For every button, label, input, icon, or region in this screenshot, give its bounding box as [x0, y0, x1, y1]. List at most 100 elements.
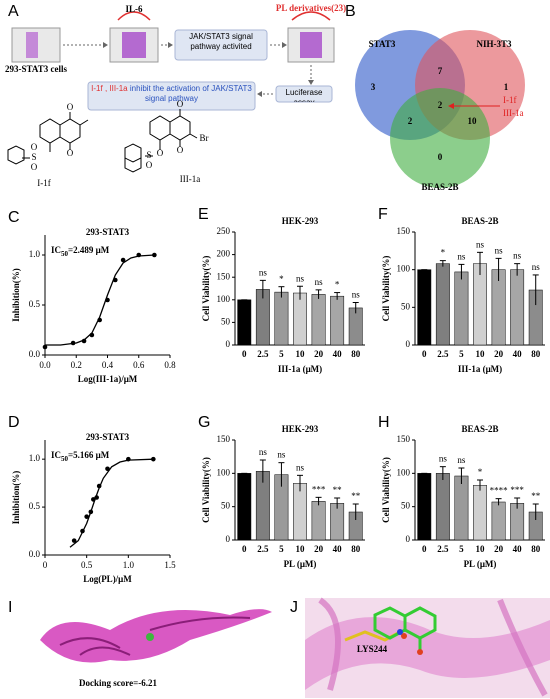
- significance-label: *: [279, 274, 284, 284]
- y-tick-label: 0.5: [29, 501, 41, 511]
- x-tick-label: 20: [314, 544, 324, 554]
- molecule-name: I-1f: [37, 178, 51, 188]
- fit-curve: [45, 254, 155, 346]
- region-count: 10: [468, 116, 478, 126]
- x-tick-label: 5: [279, 349, 284, 359]
- x-tick-label: 5: [459, 544, 464, 554]
- x-tick-label: 0: [422, 349, 427, 359]
- x-tick-label: 1.5: [164, 560, 176, 570]
- set-label: BEAS-2B: [421, 182, 458, 192]
- data-point: [151, 456, 156, 462]
- ic50-annotation: IC50=5.166 μM: [51, 450, 110, 463]
- y-axis-label: Cell Viability(%): [381, 256, 391, 322]
- data-point: [152, 252, 157, 258]
- y-tick-label: 150: [397, 226, 411, 236]
- docking-score: Docking score=-6.21: [79, 678, 157, 688]
- data-point: [84, 514, 89, 519]
- chart-title: BEAS-2B: [461, 424, 498, 434]
- panel-label: H: [378, 414, 390, 431]
- molecule-2: [124, 109, 198, 173]
- data-point: [97, 317, 102, 323]
- chart-title: HEK-293: [282, 216, 319, 226]
- panel-label: C: [8, 209, 20, 226]
- y-tick-label: 50: [221, 501, 231, 511]
- y-tick-label: 0.0: [29, 549, 41, 559]
- data-point: [120, 257, 126, 263]
- x-tick-label: 0: [422, 544, 427, 554]
- y-tick-label: 50: [401, 301, 411, 311]
- x-tick-label: 80: [351, 544, 361, 554]
- y-axis-label: Cell Viability(%): [201, 256, 211, 322]
- x-tick-label: 80: [531, 349, 541, 359]
- bar: [330, 503, 345, 541]
- data-point: [126, 456, 131, 462]
- y-axis-label: Inhibition(%): [11, 471, 21, 525]
- significance-label: **: [351, 491, 361, 501]
- y-tick-label: 0: [406, 534, 411, 544]
- data-point: [81, 338, 87, 344]
- y-tick-label: 1.0: [29, 249, 41, 259]
- callout: III-1a: [503, 108, 523, 118]
- x-tick-label: 0.2: [71, 360, 82, 370]
- panel-label: A: [8, 3, 19, 20]
- y-tick-label: 1.0: [29, 453, 41, 463]
- region-count: 1: [504, 82, 509, 92]
- x-axis-label: III-1a (μM): [278, 364, 322, 374]
- data-point: [113, 277, 118, 283]
- atom: O: [146, 160, 153, 170]
- x-tick-label: 0.0: [39, 360, 51, 370]
- x-tick-label: 5: [279, 544, 284, 554]
- result-text: inhibit the activation of JAK/STAT3 sign…: [129, 84, 252, 103]
- region-count: 2: [438, 100, 443, 110]
- result-highlight: I-1f , III-1a: [91, 84, 128, 93]
- x-tick-label: 80: [531, 544, 541, 554]
- data-point: [96, 483, 102, 489]
- significance-label: *: [441, 248, 446, 258]
- y-tick-label: 50: [221, 316, 231, 326]
- ic50-main: IC: [51, 245, 61, 255]
- significance-label: ns: [513, 251, 522, 261]
- bar: [491, 501, 506, 541]
- data-point: [94, 495, 99, 500]
- atom: O: [177, 99, 184, 109]
- y-tick-label: 100: [217, 467, 231, 477]
- callout: I-1f: [503, 95, 517, 105]
- region-count: 2: [408, 116, 413, 126]
- x-tick-label: 10: [296, 544, 306, 554]
- panel-label: G: [198, 414, 210, 431]
- chart: D 0.0 0.5 1.0 Inhibition(%) 0 0.5 1.0 1.5 Log(PL)…: [8, 414, 176, 584]
- significance-label: ns: [476, 239, 485, 249]
- significance-label: *: [478, 467, 483, 477]
- chart: C 0.0 0.5 1.0 Inhibition(%) 0.0 0.2 0.4 0.6 0.8 Lo…: [8, 209, 176, 384]
- x-tick-label: 1.0: [123, 560, 135, 570]
- region-count: 7: [438, 66, 443, 76]
- y-axis-label: Cell Viability(%): [201, 457, 211, 523]
- x-tick-label: 0: [43, 560, 48, 570]
- panel-label: B: [345, 3, 356, 20]
- bar: [293, 483, 307, 541]
- data-point: [80, 528, 85, 534]
- bar: [510, 503, 525, 541]
- data-point: [105, 466, 110, 472]
- x-tick-label: 40: [333, 544, 343, 554]
- y-tick-label: 0: [406, 339, 411, 349]
- significance-label: ns: [296, 462, 305, 472]
- x-tick-label: 5: [459, 349, 464, 359]
- significance-label: **: [333, 485, 343, 495]
- x-axis-label: III-1a (μM): [458, 364, 502, 374]
- significance-label: ns: [532, 262, 541, 272]
- x-tick-label: 80: [351, 349, 361, 359]
- significance-label: ns: [457, 455, 466, 465]
- bar: [473, 485, 487, 541]
- bar: [274, 291, 289, 346]
- x-tick-label: 2.5: [257, 544, 269, 554]
- y-tick-label: 50: [401, 501, 411, 511]
- significance-label: ****: [490, 486, 509, 496]
- x-tick-label: 40: [513, 544, 523, 554]
- data-point: [105, 297, 110, 303]
- atom: S: [146, 150, 151, 160]
- pathway-box: JAK/STAT3 signal pathway activited: [189, 32, 253, 51]
- significance-label: **: [531, 491, 541, 501]
